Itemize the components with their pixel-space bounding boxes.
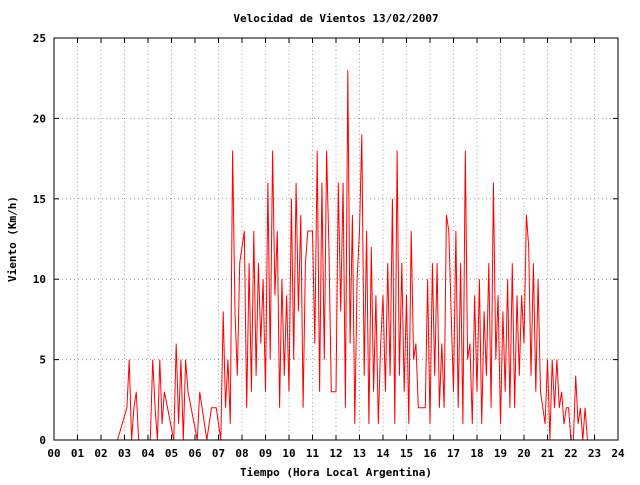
x-tick-label: 20 — [517, 447, 530, 460]
y-tick-label: 20 — [33, 112, 46, 125]
x-tick-label: 21 — [541, 447, 555, 460]
x-tick-label: 11 — [306, 447, 320, 460]
x-tick-label: 14 — [376, 447, 390, 460]
x-tick-label: 04 — [141, 447, 155, 460]
x-tick-label: 22 — [564, 447, 577, 460]
x-tick-label: 00 — [47, 447, 60, 460]
x-tick-label: 10 — [282, 447, 295, 460]
axis-ticks: 00 01 02 03 04 05 06 07 08 09 10 11 12 13 14 15 16 17 18 19… — [33, 32, 625, 460]
y-axis-label: Viento (Km/h) — [6, 196, 19, 282]
x-tick-label: 09 — [259, 447, 272, 460]
x-tick-label: 03 — [118, 447, 131, 460]
x-tick-label: 15 — [400, 447, 413, 460]
y-tick-label: 15 — [33, 193, 46, 206]
x-tick-label: 12 — [329, 447, 342, 460]
wind-speed-series-line — [54, 70, 588, 441]
x-tick-label: 23 — [588, 447, 601, 460]
y-tick-label: 5 — [39, 354, 46, 367]
x-tick-label: 17 — [447, 447, 460, 460]
x-tick-label: 07 — [212, 447, 225, 460]
x-tick-label: 08 — [235, 447, 248, 460]
x-tick-label: 18 — [470, 447, 483, 460]
x-tick-label: 06 — [188, 447, 202, 460]
x-tick-label: 16 — [423, 447, 437, 460]
y-tick-label: 25 — [33, 32, 46, 45]
y-tick-label: 0 — [39, 434, 46, 447]
x-tick-label: 13 — [353, 447, 366, 460]
x-axis-label: Tiempo (Hora Local Argentina) — [240, 466, 432, 479]
x-tick-label: 05 — [165, 447, 178, 460]
x-tick-label: 02 — [94, 447, 107, 460]
x-tick-label: 01 — [71, 447, 85, 460]
y-tick-label: 10 — [33, 273, 46, 286]
chart-title: Velocidad de Vientos 13/02/2007 — [233, 12, 438, 25]
series-layer — [54, 70, 588, 441]
x-tick-label: 19 — [494, 447, 507, 460]
x-tick-label: 24 — [611, 447, 625, 460]
